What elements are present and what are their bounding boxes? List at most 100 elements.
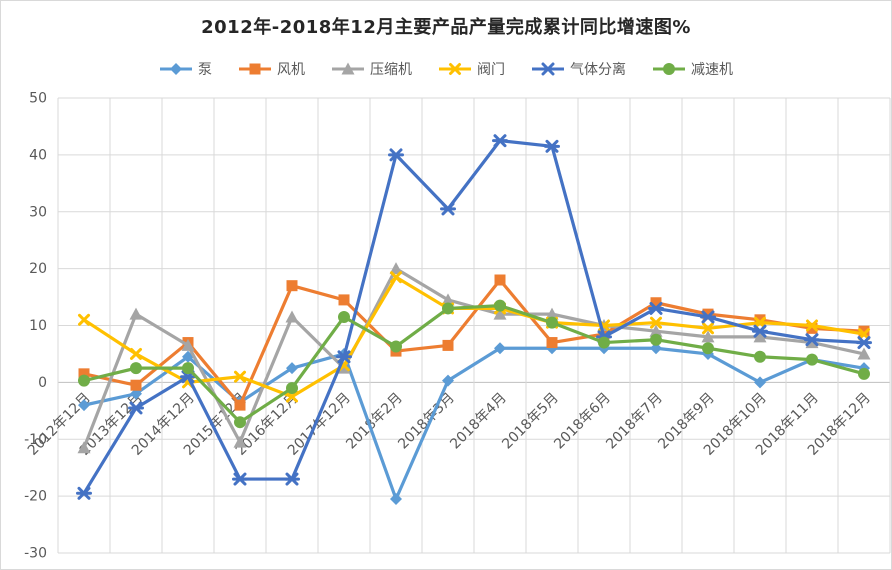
series-marker-gas-separation bbox=[752, 324, 768, 338]
series-marker-gas-separation bbox=[804, 333, 820, 347]
series-marker-reducer bbox=[650, 333, 662, 346]
y-tick-label: -10 bbox=[24, 432, 47, 448]
series-marker-reducer bbox=[130, 362, 142, 375]
series-reducer bbox=[78, 299, 870, 429]
y-tick-label: 30 bbox=[29, 204, 47, 220]
series-marker-gas-separation bbox=[492, 134, 508, 148]
series-marker-pump bbox=[754, 376, 766, 389]
legend-glyph-valve bbox=[449, 63, 461, 75]
series-marker-compressor bbox=[233, 435, 247, 448]
legend-glyph-fan bbox=[249, 63, 261, 75]
series-marker-gas-separation bbox=[388, 148, 404, 162]
legend-glyph-compressor bbox=[341, 62, 355, 75]
series-marker-reducer bbox=[494, 299, 506, 312]
series-marker-compressor bbox=[389, 262, 403, 275]
legend-marker-reducer-icon bbox=[653, 63, 685, 75]
series-marker-fan bbox=[702, 308, 714, 320]
series-marker-valve bbox=[234, 370, 246, 383]
series-line-reducer bbox=[82, 303, 866, 424]
series-marker-gas-separation bbox=[284, 472, 300, 486]
series-marker-reducer bbox=[702, 342, 714, 355]
series-marker-compressor bbox=[493, 307, 507, 320]
series-marker-gas-separation bbox=[336, 350, 352, 364]
legend-item-valve: 阀门 bbox=[438, 59, 505, 79]
series-marker-gas-separation bbox=[440, 202, 456, 216]
series-marker-fan bbox=[78, 368, 90, 380]
legend-label-fan: 风机 bbox=[277, 62, 305, 78]
legend-glyph-reducer bbox=[663, 63, 675, 75]
legend-label-reducer: 减速机 bbox=[691, 62, 733, 78]
legend-item-compressor: 压缩机 bbox=[331, 59, 412, 79]
legend-marker-fan-icon bbox=[239, 63, 271, 75]
series-marker-fan bbox=[754, 314, 766, 326]
series-marker-pump bbox=[650, 342, 662, 355]
series-marker-fan bbox=[546, 337, 558, 349]
series-marker-reducer bbox=[598, 336, 610, 349]
series-marker-compressor bbox=[441, 293, 455, 306]
series-marker-reducer bbox=[234, 416, 246, 429]
chart-title: 2012年-2018年12月主要产品产量完成累计同比增速图% bbox=[201, 17, 691, 38]
series-marker-valve bbox=[806, 319, 818, 332]
series-marker-compressor bbox=[649, 324, 663, 337]
legend-label-valve: 阀门 bbox=[477, 62, 505, 78]
series-marker-compressor bbox=[701, 330, 715, 343]
series-marker-fan bbox=[494, 274, 506, 286]
series-marker-reducer bbox=[182, 362, 194, 375]
y-tick-label: 40 bbox=[29, 147, 47, 163]
series-marker-gas-separation bbox=[128, 401, 144, 415]
y-tick-label: -30 bbox=[24, 546, 47, 562]
series-line-fan bbox=[82, 278, 866, 407]
legend-label-gas-separation: 气体分离 bbox=[570, 62, 626, 78]
series-marker-reducer bbox=[858, 367, 870, 380]
legend-marker-pump-icon bbox=[160, 63, 192, 75]
series-marker-reducer bbox=[390, 340, 402, 353]
series-marker-pump bbox=[130, 387, 142, 400]
series-marker-valve bbox=[702, 322, 714, 335]
chart-legend: 泵 风机 压缩机 阀门 气体分离 减速机 bbox=[1, 59, 891, 79]
series-marker-pump bbox=[390, 492, 402, 505]
series-marker-reducer bbox=[338, 310, 350, 323]
series-marker-reducer bbox=[754, 350, 766, 363]
legend-marker-valve-icon bbox=[439, 63, 471, 75]
y-tick-label: 0 bbox=[38, 375, 47, 391]
legend-label-pump: 泵 bbox=[198, 62, 212, 78]
series-marker-fan bbox=[442, 339, 454, 351]
series-marker-valve bbox=[390, 271, 402, 284]
series-marker-gas-separation bbox=[76, 486, 92, 500]
series-marker-compressor bbox=[753, 330, 767, 343]
legend-item-gas-separation: 气体分离 bbox=[531, 59, 626, 79]
legend-marker-gas-separation-icon bbox=[532, 62, 564, 76]
series-marker-reducer bbox=[286, 382, 298, 395]
series-marker-pump bbox=[78, 399, 90, 412]
series-marker-pump bbox=[494, 342, 506, 355]
series-marker-fan bbox=[286, 280, 298, 292]
series-marker-fan bbox=[338, 294, 350, 306]
series-marker-pump bbox=[286, 362, 298, 375]
series-marker-valve bbox=[858, 328, 870, 341]
series-marker-fan bbox=[650, 297, 662, 309]
series-marker-compressor bbox=[181, 338, 195, 351]
legend-glyph-gas-separation bbox=[540, 62, 556, 76]
legend-label-compressor: 压缩机 bbox=[370, 62, 412, 78]
series-marker-reducer bbox=[442, 302, 454, 315]
legend-marker-compressor-icon bbox=[332, 62, 364, 75]
series-marker-valve bbox=[754, 316, 766, 329]
series-marker-fan bbox=[806, 322, 818, 334]
series-marker-fan bbox=[130, 379, 142, 391]
legend-item-reducer: 减速机 bbox=[652, 59, 733, 79]
series-line-gas-separation bbox=[82, 139, 866, 495]
series-marker-valve bbox=[130, 347, 142, 360]
legend-item-pump: 泵 bbox=[159, 59, 212, 79]
series-marker-gas-separation bbox=[856, 336, 872, 350]
series-marker-gas-separation bbox=[648, 301, 664, 315]
legend-glyph-pump bbox=[170, 63, 182, 75]
legend-item-fan: 风机 bbox=[238, 59, 305, 79]
y-tick-label: 50 bbox=[29, 91, 47, 107]
series-marker-gas-separation bbox=[700, 310, 716, 324]
y-tick-label: 20 bbox=[29, 261, 47, 277]
series-marker-fan bbox=[858, 325, 870, 337]
y-tick-label: -20 bbox=[24, 489, 47, 505]
series-marker-reducer bbox=[806, 353, 818, 366]
series-marker-compressor bbox=[129, 307, 143, 320]
